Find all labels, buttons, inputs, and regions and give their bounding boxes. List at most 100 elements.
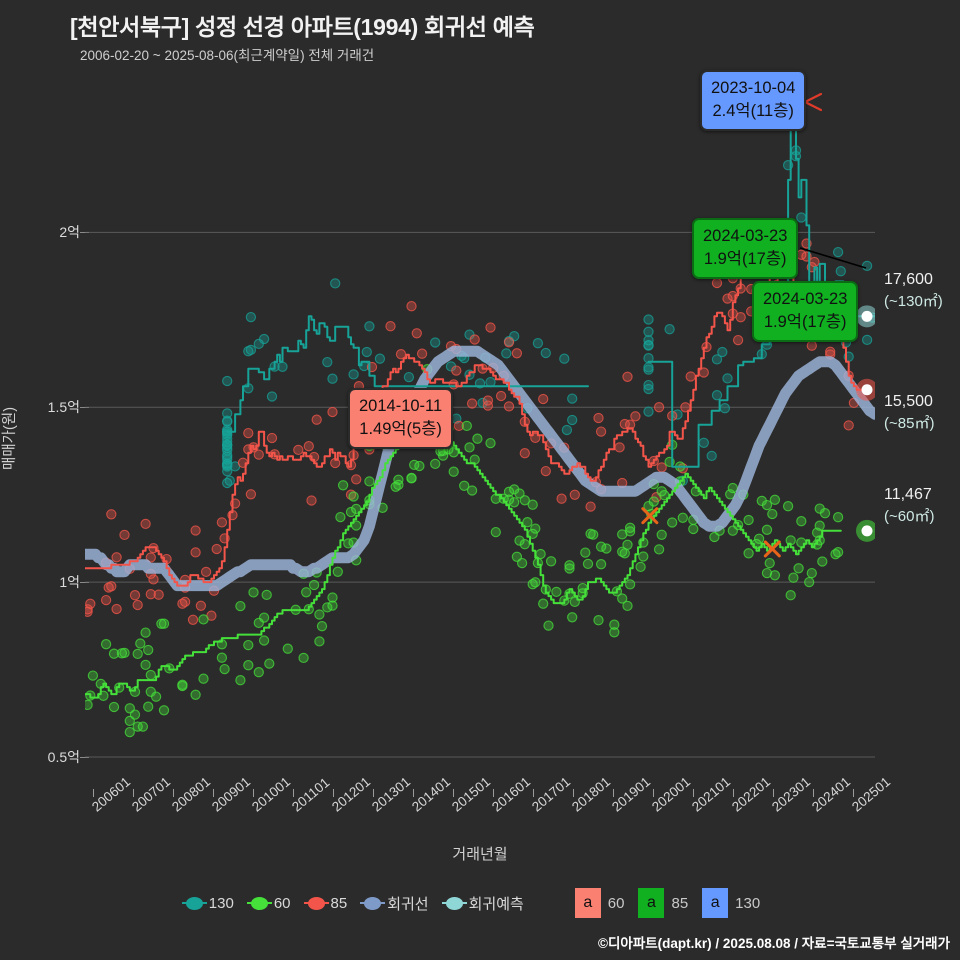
x-axis-tick-mark <box>653 789 654 797</box>
scatter-point <box>308 579 320 591</box>
scatter-point <box>861 334 873 346</box>
plot-area <box>85 75 875 785</box>
scatter-point <box>559 353 570 364</box>
scatter-point <box>330 278 341 289</box>
scatter-point <box>430 458 441 470</box>
scatter-point <box>532 338 544 349</box>
scatter-point <box>643 406 654 417</box>
scatter-point <box>190 547 201 558</box>
scatter-point <box>819 508 831 519</box>
scatter-point <box>761 567 773 579</box>
legend-item-85[interactable]: 85 <box>307 895 347 912</box>
legend-item-회귀예측[interactable]: 회귀예측 <box>445 893 524 914</box>
scatter-point <box>153 589 164 600</box>
scatter-point <box>514 535 525 546</box>
scatter-point <box>303 441 314 452</box>
endpoint-label-85: 15,500 (~85㎡) <box>884 390 934 435</box>
x-axis-tick-mark <box>333 789 334 797</box>
scatter-point <box>222 375 233 387</box>
scatter-point <box>253 667 264 678</box>
scatter-point <box>140 627 151 638</box>
scatter-point <box>653 544 665 555</box>
scatter-point <box>595 426 607 437</box>
scatter-point <box>466 398 478 409</box>
legend-marker-icon <box>185 896 203 910</box>
x-axis-tick-mark <box>773 789 774 797</box>
scatter-point <box>519 448 530 459</box>
legend-item-130[interactable]: 130 <box>185 895 234 912</box>
legend-marker-icon <box>250 896 268 910</box>
endpoint-value: 11,467 <box>884 486 932 503</box>
scatter-point <box>643 383 654 395</box>
scatter-point <box>788 572 799 583</box>
series-line-60 <box>85 413 842 699</box>
scatter-point <box>103 582 114 593</box>
scatter-point <box>832 246 844 258</box>
scatter-point <box>685 371 696 382</box>
scatter-point <box>306 495 317 506</box>
scatter-point <box>177 680 188 692</box>
scatter-point <box>782 501 794 512</box>
x-marker-icon <box>641 507 659 525</box>
scatter-point <box>861 260 873 272</box>
scatter-point <box>717 346 728 358</box>
scatter-point <box>158 618 170 629</box>
scatter-point <box>374 353 386 364</box>
scatter-point <box>253 449 264 460</box>
scatter-point <box>211 543 222 555</box>
scatter-point <box>806 567 817 579</box>
scatter-point <box>222 416 233 427</box>
scatter-point <box>406 301 417 312</box>
scatter-point <box>664 324 675 335</box>
scatter-point <box>393 479 404 491</box>
scatter-point <box>222 439 233 450</box>
legend-annotation-swatch[interactable]: a <box>702 888 729 918</box>
scatter-point <box>503 401 515 412</box>
scatter-point <box>743 548 754 559</box>
scatter-point <box>638 551 649 562</box>
scatter-point <box>622 539 633 550</box>
regression-band <box>85 345 875 592</box>
scatter-point <box>243 660 254 671</box>
scatter-point <box>403 371 415 383</box>
callout-price: 1.9억(17층) <box>763 312 847 331</box>
callout-green-2[interactable]: 2024-03-23 1.9억(17층) <box>752 281 859 342</box>
callout-date: 2024-03-23 <box>763 290 848 308</box>
scatter-point <box>129 590 141 601</box>
scatter-point <box>698 437 709 448</box>
scatter-point <box>756 495 767 507</box>
callout-date: 2024-03-23 <box>703 227 788 245</box>
scatter-point <box>835 266 846 277</box>
scatter-point <box>132 599 143 611</box>
scatter-point <box>843 420 854 431</box>
scatter-point <box>243 639 254 651</box>
scatter-point <box>266 391 278 402</box>
scatter-point <box>706 450 717 462</box>
scatter-point <box>253 338 264 350</box>
callout-salmon[interactable]: 2014-10-11 1.49억(5층) <box>348 388 454 449</box>
legend-annotation-swatch[interactable]: a <box>638 888 665 918</box>
x-axis-tick-mark <box>373 789 374 797</box>
scatter-point <box>137 721 149 732</box>
x-axis-tick-mark <box>173 789 174 797</box>
callout-green-1[interactable]: 2024-03-23 1.9억(17층) <box>692 218 799 279</box>
scatter-point <box>253 617 264 629</box>
legend-item-60[interactable]: 60 <box>250 895 291 912</box>
scatter-point <box>459 480 470 491</box>
legend-item-회귀선[interactable]: 회귀선 <box>364 893 429 914</box>
scatter-point <box>364 321 375 332</box>
legend-annotation-label: 130 <box>735 894 761 912</box>
callout-blue[interactable]: 2023-10-04 2.4억(11층) <box>700 70 807 131</box>
scatter-point <box>530 523 541 534</box>
legend-annotation-swatch[interactable]: a <box>574 888 601 918</box>
x-axis-tick-mark <box>573 789 574 797</box>
scatter-point <box>593 412 604 424</box>
scatter-point <box>619 548 630 559</box>
scatter-point <box>667 517 678 528</box>
endpoint-label-60: 11,467 (~60㎡) <box>884 483 934 528</box>
scatter-point <box>361 346 372 358</box>
scatter-point <box>719 403 731 414</box>
scatter-point <box>216 517 228 528</box>
scatter-point <box>653 402 665 413</box>
